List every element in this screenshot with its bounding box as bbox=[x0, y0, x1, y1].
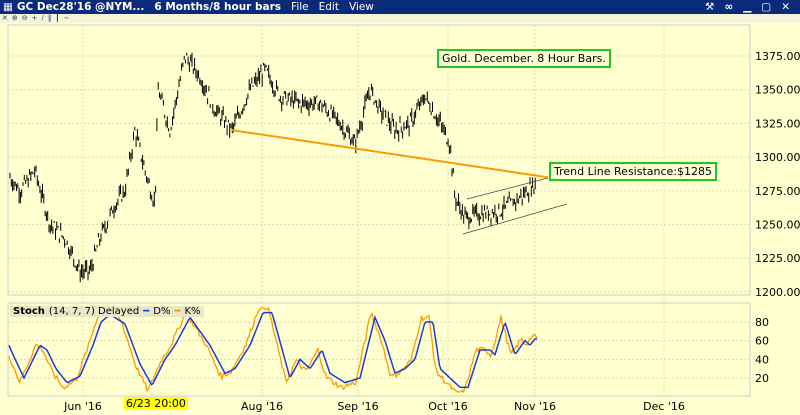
symbol-selector[interactable]: GC Dec28'16 @NYM... bbox=[16, 1, 145, 13]
line-icon[interactable]: ∼ bbox=[63, 14, 70, 22]
d-legend: D% bbox=[153, 306, 171, 317]
price-tick: 1375.00 bbox=[755, 50, 800, 63]
trend-line bbox=[231, 129, 549, 179]
link-icon[interactable]: ∞ bbox=[724, 1, 734, 13]
stoch-tick: 60 bbox=[755, 335, 769, 348]
trend-annotation[interactable]: Trend Line Resistance:$1285 bbox=[549, 162, 717, 181]
app-icon: ▦ bbox=[3, 1, 13, 13]
stoch-params: (14, 7, 7) Delayed bbox=[48, 306, 140, 317]
cursor-date-label: 6/23 20:00 bbox=[124, 397, 188, 410]
price-tick: 1200.00 bbox=[755, 286, 800, 299]
date-tick: Jun '16 bbox=[63, 400, 102, 413]
price-tick: 1250.00 bbox=[755, 219, 800, 232]
date-tick: Oct '16 bbox=[428, 400, 468, 413]
channel-lower bbox=[462, 203, 568, 235]
price-chart[interactable]: 1375.00 1350.00 1325.00 1300.00 1275.00 1250.… bbox=[0, 23, 800, 415]
date-tick: Aug '16 bbox=[241, 400, 283, 413]
date-tick: Nov '16 bbox=[514, 400, 556, 413]
d-line bbox=[8, 311, 537, 389]
date-tick: Dec '16 bbox=[643, 400, 685, 413]
close-icon[interactable]: ✕ bbox=[781, 1, 790, 13]
toolbar: ✕ ⊕ ⊖ + ∕ ‖ ┃ ∼ bbox=[0, 14, 800, 23]
draw-icon[interactable]: ∕ bbox=[41, 14, 44, 22]
crosshair-icon[interactable]: + bbox=[31, 14, 38, 22]
price-tick: 1350.00 bbox=[755, 84, 800, 97]
menu-view[interactable]: View bbox=[348, 1, 374, 13]
menu-file[interactable]: File bbox=[291, 1, 309, 13]
price-tick: 1225.00 bbox=[755, 252, 800, 265]
date-tick: Sep '16 bbox=[337, 400, 378, 413]
period-selector[interactable]: 6 Months/8 hour bars bbox=[154, 1, 282, 13]
zoom-out-icon[interactable]: ⊖ bbox=[21, 14, 28, 22]
stoch-tick: 40 bbox=[755, 353, 769, 366]
maximize-icon[interactable]: ▢ bbox=[761, 1, 772, 13]
title-annotation[interactable]: Gold. December. 8 Hour Bars. bbox=[437, 49, 611, 68]
price-tick: 1325.00 bbox=[755, 117, 800, 130]
title-bar: ▦ GC Dec28'16 @NYM... 6 Months/8 hour ba… bbox=[0, 0, 800, 14]
minimize-icon[interactable]: ▁ bbox=[743, 1, 752, 13]
candles-icon[interactable]: ┃ bbox=[55, 14, 60, 22]
price-tick: 1300.00 bbox=[755, 151, 800, 164]
stoch-pane bbox=[7, 302, 751, 397]
wrench-icon[interactable]: ⚒ bbox=[705, 1, 715, 13]
channel-upper bbox=[466, 177, 549, 200]
zoom-in-icon[interactable]: ⊕ bbox=[11, 14, 18, 22]
price-tick: 1275.00 bbox=[755, 185, 800, 198]
stoch-name: Stoch bbox=[13, 306, 45, 317]
bars-icon[interactable]: ‖ bbox=[47, 14, 52, 22]
cursor-icon[interactable]: ✕ bbox=[2, 14, 8, 22]
stoch-legend[interactable]: Stoch (14, 7, 7) Delayed ━ D% ━ K% bbox=[10, 306, 204, 317]
price-pane bbox=[7, 24, 751, 296]
stoch-tick: 80 bbox=[755, 316, 769, 329]
k-legend: K% bbox=[184, 306, 201, 317]
menu-edit[interactable]: Edit bbox=[318, 1, 339, 13]
k-line bbox=[8, 306, 538, 394]
stoch-tick: 20 bbox=[755, 372, 769, 385]
